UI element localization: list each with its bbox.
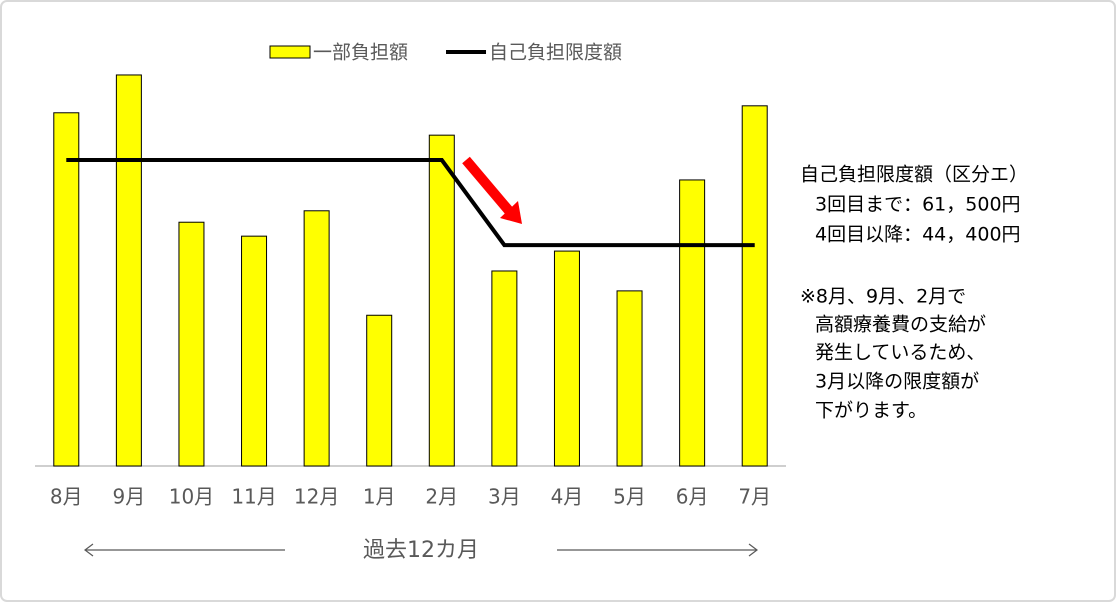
x-tick-label: 2月 [425, 485, 458, 509]
bar [241, 235, 268, 467]
legend-label: 自己負担限度額 [489, 42, 622, 64]
bar [115, 74, 142, 467]
bar [553, 250, 580, 467]
annotation: 3回目まで：61，500円 [815, 194, 1021, 216]
annotation: 4回目以降：44，400円 [815, 224, 1021, 246]
arrow-right-head [748, 543, 758, 557]
x-tick-label: 1月 [363, 485, 396, 509]
annotation: 下がります。 [815, 400, 927, 422]
legend-swatch [269, 45, 311, 59]
bar [53, 112, 80, 467]
bar [178, 221, 205, 467]
annotation: 自己負担限度額（区分エ） [800, 164, 1028, 186]
line [66, 158, 755, 248]
annotation: 高額療養費の支給が [815, 314, 986, 336]
annotation: ※8月、9月、2月で [800, 286, 966, 308]
x-tick-label: 8月 [50, 485, 83, 509]
x-axis-label: 過去12カ月 [363, 538, 479, 563]
x-tick-label: 12月 [294, 485, 339, 509]
x-tick-label: 7月 [738, 485, 771, 509]
bar [428, 134, 455, 467]
red-arrow-head [500, 201, 522, 224]
x-tick-label: 4月 [551, 485, 584, 509]
x-tick-label: 9月 [113, 485, 146, 509]
x-tick-label: 11月 [231, 485, 276, 509]
bar [303, 210, 330, 467]
x-tick-label: 3月 [488, 485, 521, 509]
x-tick-label: 10月 [169, 485, 214, 509]
x-tick-label: 5月 [613, 485, 646, 509]
bar [741, 105, 768, 467]
bar [679, 179, 706, 467]
bar [491, 270, 518, 467]
arrow-left-head [84, 543, 94, 557]
annotation: 3月以降の限度額が [815, 371, 979, 393]
legend-label: 一部負担額 [313, 42, 408, 64]
annotation: 発生しているため、 [815, 342, 985, 364]
bar [616, 290, 643, 467]
x-tick-label: 6月 [676, 485, 709, 509]
bar [366, 314, 393, 467]
red-arrow [462, 156, 514, 216]
